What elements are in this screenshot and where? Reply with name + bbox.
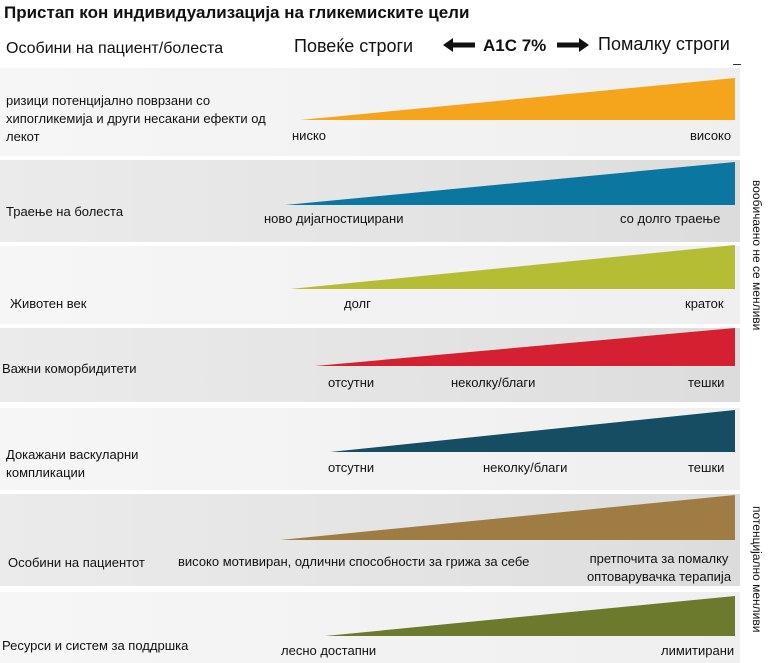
scale-severe: тешки: [688, 375, 725, 390]
scale-severe: тешки: [688, 460, 725, 475]
scale-long-standing: со долго траење: [620, 211, 721, 226]
page-title: Пристап кон индивидуализација на гликеми…: [4, 3, 470, 22]
less-strict-label: Помалку строги: [598, 34, 730, 54]
scale-highly-motivated: високо мотивиран, одлични способности за…: [178, 554, 530, 569]
scale-absent: отсутни: [328, 375, 375, 390]
a1c-target-label: A1C 7%: [483, 36, 547, 55]
row-label-patient-attributes: Особини на пациентот: [8, 555, 145, 570]
scale-low: ниско: [292, 128, 327, 143]
row-label-resources: Ресурси и систем за поддршка: [2, 638, 189, 653]
side-label-potentially-modifiable: потенцијално менливи: [750, 506, 764, 633]
side-label-usually-not-modifiable: вообичаено не се менливи: [750, 180, 764, 331]
row-label-hypoglycemia: ризици потенцијално поврзани со хипоглик…: [6, 93, 266, 144]
scale-newly-diagnosed: ново дијагностицирани: [264, 211, 404, 226]
more-strict-label: Повеќе строги: [294, 36, 414, 56]
scale-few-mild: неколку/благи: [483, 460, 568, 475]
scale-short: краток: [685, 296, 724, 311]
row-label-life-expectancy: Животен век: [10, 296, 87, 311]
divider-tick: [733, 64, 741, 65]
scale-readily-available: лесно достапни: [281, 643, 377, 658]
scale-limited: лимитирани: [661, 643, 735, 658]
row-label-comorbidities: Важни коморбидитети: [2, 361, 137, 376]
scale-few-mild: неколку/благи: [451, 375, 536, 390]
scale-absent: отсутни: [328, 460, 375, 475]
row-label-vascular: Докажани васкуларни компликации: [6, 447, 139, 480]
row-band-life-expectancy: [0, 246, 740, 324]
scale-prefers-less-burden: претпочита за помалку оптоварувачка тера…: [586, 551, 732, 584]
row-band-disease-duration: [0, 160, 740, 242]
arrow-left-icon: [443, 38, 475, 52]
scale-high: високо: [690, 128, 732, 143]
row-label-disease-duration: Траење на болеста: [6, 204, 124, 219]
arrow-right-icon: [557, 38, 589, 52]
patient-features-header: Особини на пациент/болеста: [6, 40, 224, 57]
scale-long: долг: [344, 296, 371, 311]
